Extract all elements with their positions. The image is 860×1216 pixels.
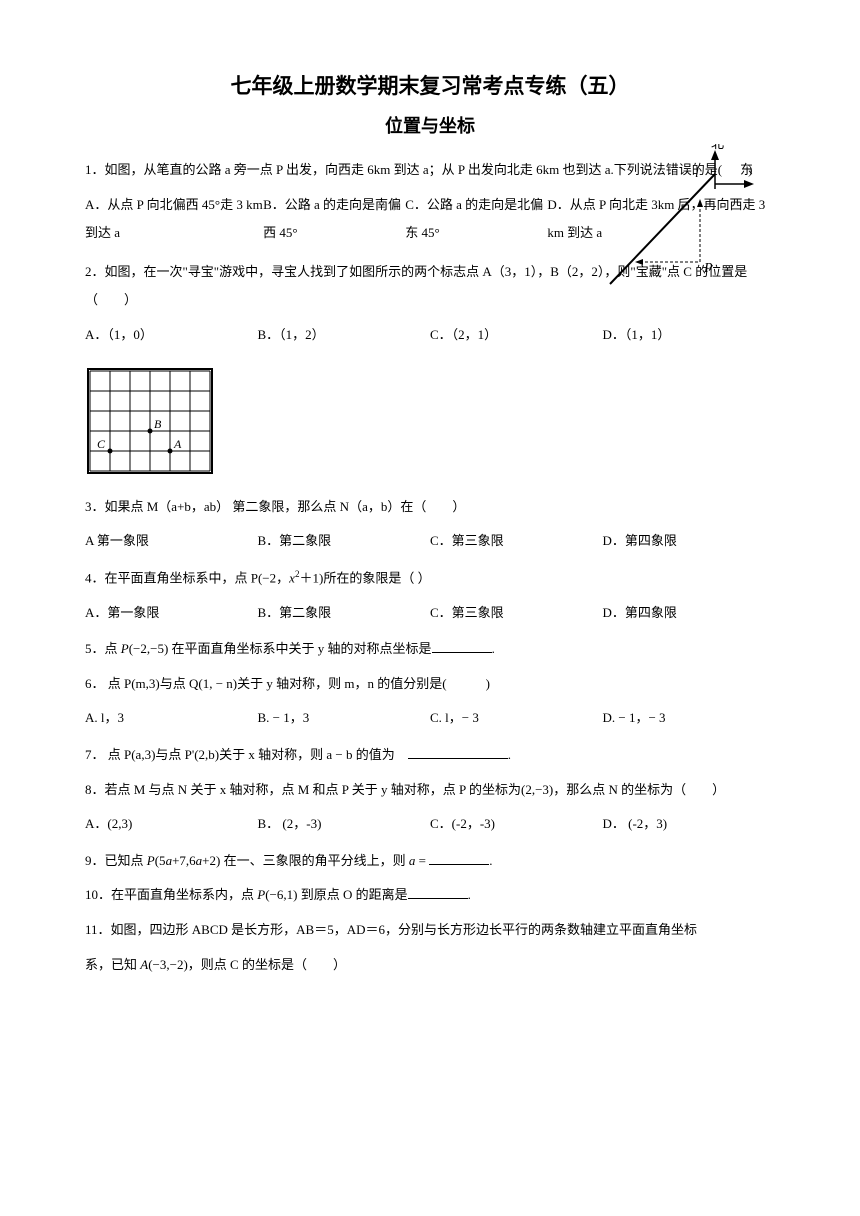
q10-pre: 10．在平面直角坐标系内，点 [85,887,257,902]
q5-pre: 5．点 [85,641,121,656]
q4-optA: A．第一象限 [85,599,258,628]
q1-optB: B．公路 a 的走向是南偏西 45° [263,191,405,248]
q8-options: A．(2,3) B． (2，-3) C．(-2，-3) D． (-2，3) [85,810,775,839]
q3-options: A 第一象限 B．第二象限 C．第三象限 D．第四象限 [85,527,775,556]
q4-post: ＋1)所在的象限是（ ） [299,570,430,585]
q4-optB: B．第二象限 [258,599,431,628]
q9-text: 9．已知点 P(5a+7,6a+2) 在一、三象限的角平分线上，则 a = . [85,847,775,876]
q4-options: A．第一象限 B．第二象限 C．第三象限 D．第四象限 [85,599,775,628]
q5-text: 5．点 P(−2,−5) 在平面直角坐标系中关于 y 轴的对称点坐标是. [85,635,775,664]
q6-options: A. l，3 B. − 1，3 C. l，− 3 D. − 1，− 3 [85,704,775,733]
q11-line2-pre: 系，已知 [85,957,140,972]
grid-C: C [97,437,106,451]
q6-text: 6． 点 P(m,3)与点 Q(1, − n)关于 y 轴对称，则 m，n 的值… [85,670,775,699]
q5-blank [432,640,492,653]
q2-text: 2．如图，在一次"寻宝"游戏中，寻宝人找到了如图所示的两个标志点 A（3，1），… [85,258,775,315]
q2-optC: C．（2，1） [430,321,603,350]
q6-optB: B. − 1，3 [258,704,431,733]
q4-pre: 4．在平面直角坐标系中，点 P(−2， [85,570,289,585]
q7-pre: 7． 点 P(a,3)与点 P'(2,b)关于 x 轴对称，则 a − b 的值… [85,747,408,762]
q2-grid: A B C [85,366,215,476]
east-label: 东 [740,162,753,177]
q6-optD: D. − 1，− 3 [603,704,776,733]
north-label: 北 [711,144,724,151]
q11-line1: 11．如图，四边形 ABCD 是长方形，AB＝5，AD＝6，分别与长方形边长平行… [85,916,775,945]
q5-post: . [492,641,495,656]
q10-post: . [468,887,471,902]
q1-optA: A．从点 P 向北偏西 45°走 3 km 到达 a [85,191,263,248]
q9-blank [429,852,489,865]
page-subtitle: 位置与坐标 [85,112,775,138]
q3-text: 3．如果点 M（a+b，ab） 第二象限，那么点 N（a，b）在（ ） [85,493,775,522]
l-label: l [695,166,699,181]
q11-line2: 系，已知 A(−3,−2)，则点 C 的坐标是（ ） [85,951,775,980]
q10-blank [408,886,468,899]
q10-mid: 到原点 O 的距离是 [297,887,407,902]
q5-mid: 在平面直角坐标系中关于 y 轴的对称点坐标是 [168,641,431,656]
q4-text: 4．在平面直角坐标系中，点 P(−2，x2＋1)所在的象限是（ ） [85,564,775,593]
grid-A: A [173,437,182,451]
q8-optB: B． (2，-3) [258,810,431,839]
q2-optA: A．（1，0） [85,321,258,350]
q1-optC: C．公路 a 的走向是北偏东 45° [405,191,547,248]
q7-text: 7． 点 P(a,3)与点 P'(2,b)关于 x 轴对称，则 a − b 的值… [85,741,775,770]
q10-text: 10．在平面直角坐标系内，点 P(−6,1) 到原点 O 的距离是. [85,881,775,910]
q6-optA: A. l，3 [85,704,258,733]
q8-optA: A．(2,3) [85,810,258,839]
q3-optC: C．第三象限 [430,527,603,556]
q9-mid: 在一、三象限的角平分线上，则 [220,853,409,868]
q8-optC: C．(-2，-3) [430,810,603,839]
q2-optD: D．（1，1） [603,321,776,350]
q7-blank [408,746,508,759]
q7-post: . [508,747,511,762]
q11-line2-post: ，则点 C 的坐标是（ ） [188,957,346,972]
page-title: 七年级上册数学期末复习常考点专练（五） [85,70,775,100]
q9-post: . [489,853,492,868]
grid-B: B [154,417,162,431]
q3-optA: A 第一象限 [85,527,258,556]
q6-optC: C. l，− 3 [430,704,603,733]
q4-optC: C．第三象限 [430,599,603,628]
q8-optD: D． (-2，3) [603,810,776,839]
q9-pre: 9．已知点 [85,853,147,868]
q4-optD: D．第四象限 [603,599,776,628]
q3-optB: B．第二象限 [258,527,431,556]
q2-optB: B．（1，2） [258,321,431,350]
q2-options: A．（1，0） B．（1，2） C．（2，1） D．（1，1） [85,321,775,350]
q3-optD: D．第四象限 [603,527,776,556]
q8-text: 8．若点 M 与点 N 关于 x 轴对称，点 M 和点 P 关于 y 轴对称，点… [85,776,775,805]
